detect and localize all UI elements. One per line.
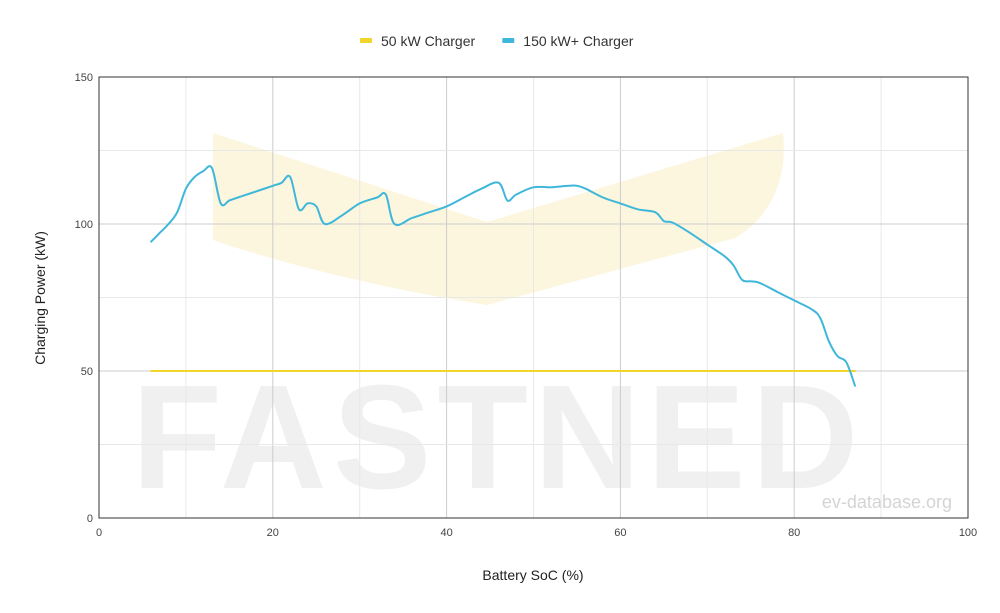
series-line-2: [150, 165, 856, 387]
chart-legend: 50 kW Charger 150 kW+ Charger: [360, 33, 634, 49]
x-axis-title: Battery SoC (%): [482, 567, 583, 583]
legend-label: 150 kW+ Charger: [523, 33, 633, 49]
legend-swatch: [502, 38, 515, 43]
x-tick-label: 60: [614, 527, 626, 539]
y-axis-title: Charging Power (kW): [32, 231, 48, 365]
legend-swatch: [360, 38, 372, 43]
chart-series: [150, 165, 856, 387]
chart-axes: 0 20 40 60 80 100 0 50 100 150: [75, 72, 978, 539]
plot-frame: [98, 76, 969, 519]
watermark-credit-text: ev-database.org: [822, 492, 952, 512]
x-tick-label: 0: [96, 527, 102, 539]
y-tick-label: 50: [81, 366, 93, 378]
fastned-logo-chevron: [213, 133, 784, 305]
y-tick-label: 0: [87, 513, 93, 525]
y-tick-label: 150: [75, 72, 93, 84]
watermark: FASTNED ev-database.org: [132, 133, 952, 520]
x-tick-label: 20: [267, 527, 279, 539]
watermark-brand-text: FASTNED: [132, 355, 865, 520]
legend-item-2[interactable]: 150 kW+ Charger: [502, 33, 634, 49]
legend-item-1[interactable]: 50 kW Charger: [360, 33, 475, 49]
x-tick-label: 40: [440, 527, 452, 539]
x-tick-label: 100: [959, 527, 977, 539]
y-tick-label: 100: [75, 219, 93, 231]
legend-label: 50 kW Charger: [381, 33, 475, 49]
x-tick-label: 80: [788, 527, 800, 539]
